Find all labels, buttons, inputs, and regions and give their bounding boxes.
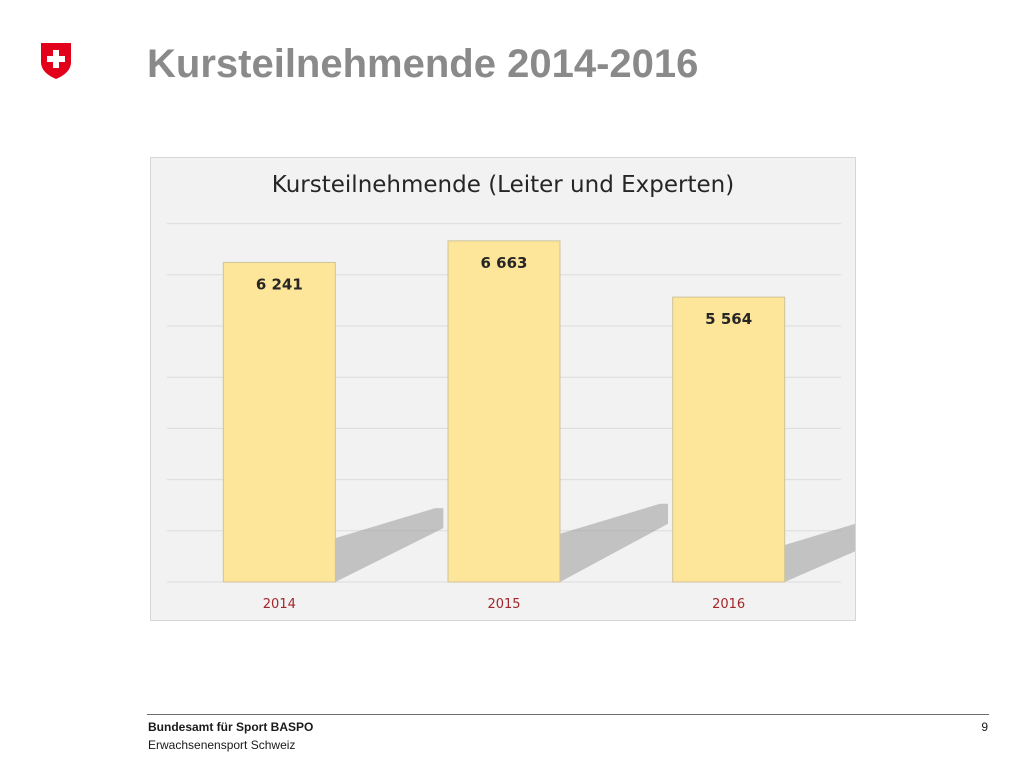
bar-shadow [560,503,668,582]
data-label-2016: 5 564 [705,310,752,328]
chart-title: Kursteilnehmende (Leiter und Experten) [271,172,735,198]
bar-shadow [335,508,444,582]
x-tick-label-2014: 2014 [263,597,296,612]
bar-2016 [672,296,786,583]
data-label-2014: 6 241 [256,275,303,293]
footer-organization: Bundesamt für Sport BASPO [148,720,314,734]
bar-chart: 6 241 2014 6 663 2015 5 564 2016 Kursteilnehm… [150,157,856,621]
page-title: Kursteilnehmende 2014-2016 [147,42,699,86]
bar-2014 [222,261,336,583]
x-tick-label-2016: 2016 [712,597,745,612]
swiss-cross-shield-icon [41,43,71,79]
chart-plot-area: 6 241 2014 6 663 2015 5 564 2016 [167,223,855,612]
bar-2015 [447,240,561,583]
bar-shadow [784,523,855,582]
page-number: 9 [981,720,988,734]
footer-divider [147,714,989,715]
data-label-2015: 6 663 [481,254,528,272]
footer-unit: Erwachsenensport Schweiz [148,738,296,752]
x-tick-label-2015: 2015 [487,597,520,612]
